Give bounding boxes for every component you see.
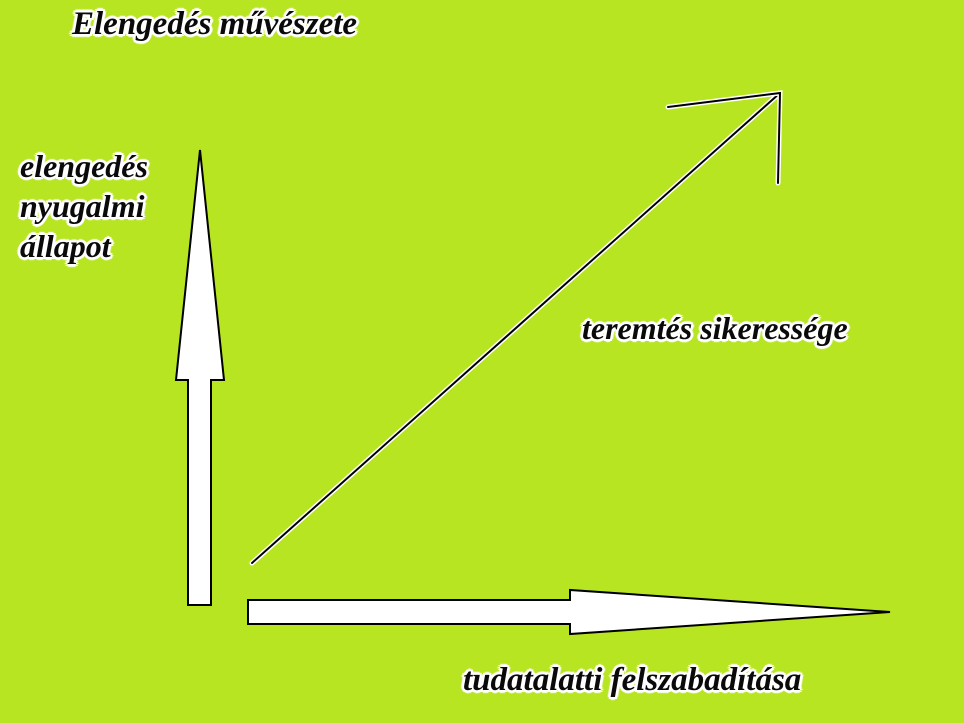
diagram-title: Elengedés művészete bbox=[72, 6, 358, 42]
horizontal-arrow bbox=[247, 588, 891, 636]
vertical-arrow bbox=[174, 149, 226, 606]
vertical-axis-label-line: állapot bbox=[20, 228, 111, 264]
vertical-axis-label-line: nyugalmi bbox=[20, 188, 145, 224]
horizontal-axis-label: tudatalatti felszabadítása bbox=[463, 662, 802, 698]
vertical-axis-label-line: elengedés bbox=[20, 148, 148, 184]
vertical-axis-label: elengedés nyugalmi állapot bbox=[20, 146, 148, 266]
diagonal-arrow bbox=[249, 90, 783, 566]
diagonal-arrow-label: teremtés sikeressége bbox=[582, 310, 848, 346]
